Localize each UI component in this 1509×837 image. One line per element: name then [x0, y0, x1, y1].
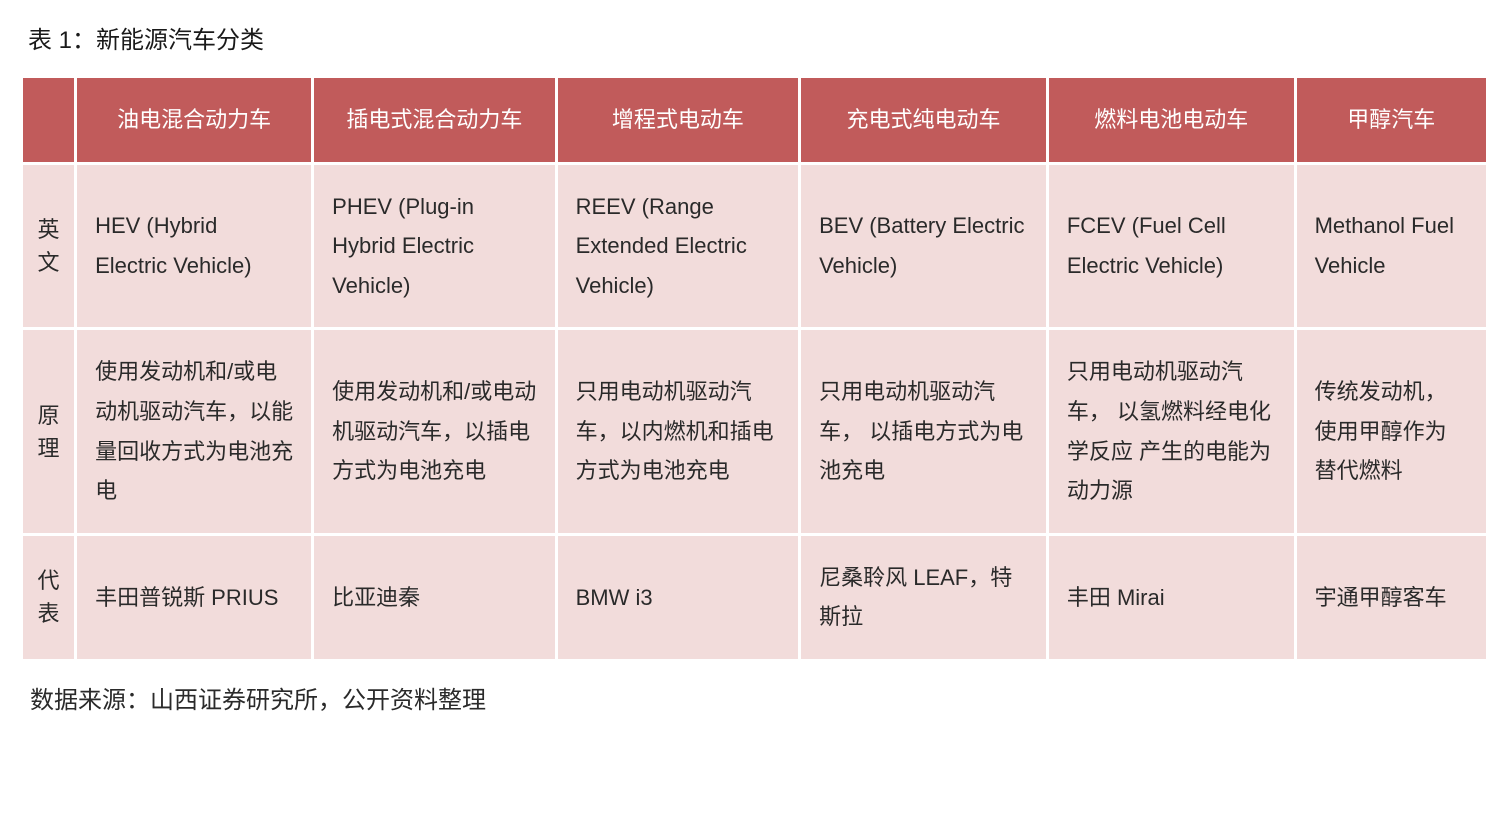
table-header-row: 油电混合动力车 插电式混合动力车 增程式电动车 充电式纯电动车 燃料电池电动车 … — [23, 78, 1486, 162]
table-cell: 比亚迪秦 — [314, 536, 554, 659]
table-cell: BEV (Battery Electric Vehicle) — [801, 165, 1046, 328]
table-cell: 只用电动机驱动汽车，以内燃机和插电方式为电池充电 — [558, 330, 798, 532]
table-cell: 只用电动机驱动汽车， 以插电方式为电池充电 — [801, 330, 1046, 532]
table-title: 表 1：新能源汽车分类 — [20, 20, 1489, 55]
row-label-english: 英文 — [23, 165, 74, 328]
column-header: 燃料电池电动车 — [1049, 78, 1294, 162]
nev-classification-table: 油电混合动力车 插电式混合动力车 增程式电动车 充电式纯电动车 燃料电池电动车 … — [20, 75, 1489, 662]
table-cell: HEV (Hybrid Electric Vehicle) — [77, 165, 311, 328]
table-cell: BMW i3 — [558, 536, 798, 659]
column-header: 油电混合动力车 — [77, 78, 311, 162]
table-cell: REEV (Range Extended Electric Vehicle) — [558, 165, 798, 328]
table-cell: 使用发动机和/或电动机驱动汽车，以能量回收方式为电池充电 — [77, 330, 311, 532]
table-cell: 使用发动机和/或电动机驱动汽车，以插电方式为电池充电 — [314, 330, 554, 532]
data-source-note: 数据来源：山西证券研究所，公开资料整理 — [20, 680, 1489, 715]
column-header: 插电式混合动力车 — [314, 78, 554, 162]
table-row-principle: 原理 使用发动机和/或电动机驱动汽车，以能量回收方式为电池充电 使用发动机和/或… — [23, 330, 1486, 532]
table-row-english: 英文 HEV (Hybrid Electric Vehicle) PHEV (P… — [23, 165, 1486, 328]
column-header: 充电式纯电动车 — [801, 78, 1046, 162]
table-cell: 丰田 Mirai — [1049, 536, 1294, 659]
table-cell: FCEV (Fuel Cell Electric Vehicle) — [1049, 165, 1294, 328]
column-header: 增程式电动车 — [558, 78, 798, 162]
table-cell: 只用电动机驱动汽车， 以氢燃料经电化学反应 产生的电能为动力源 — [1049, 330, 1294, 532]
row-label-representative: 代表 — [23, 536, 74, 659]
table-cell: Methanol Fuel Vehicle — [1297, 165, 1486, 328]
row-label-principle: 原理 — [23, 330, 74, 532]
header-corner-cell — [23, 78, 74, 162]
table-cell: 丰田普锐斯 PRIUS — [77, 536, 311, 659]
table-cell: 宇通甲醇客车 — [1297, 536, 1486, 659]
table-cell: 传统发动机，使用甲醇作为替代燃料 — [1297, 330, 1486, 532]
table-row-representative: 代表 丰田普锐斯 PRIUS 比亚迪秦 BMW i3 尼桑聆风 LEAF，特斯拉… — [23, 536, 1486, 659]
column-header: 甲醇汽车 — [1297, 78, 1486, 162]
table-cell: 尼桑聆风 LEAF，特斯拉 — [801, 536, 1046, 659]
table-cell: PHEV (Plug-in Hybrid Electric Vehicle) — [314, 165, 554, 328]
